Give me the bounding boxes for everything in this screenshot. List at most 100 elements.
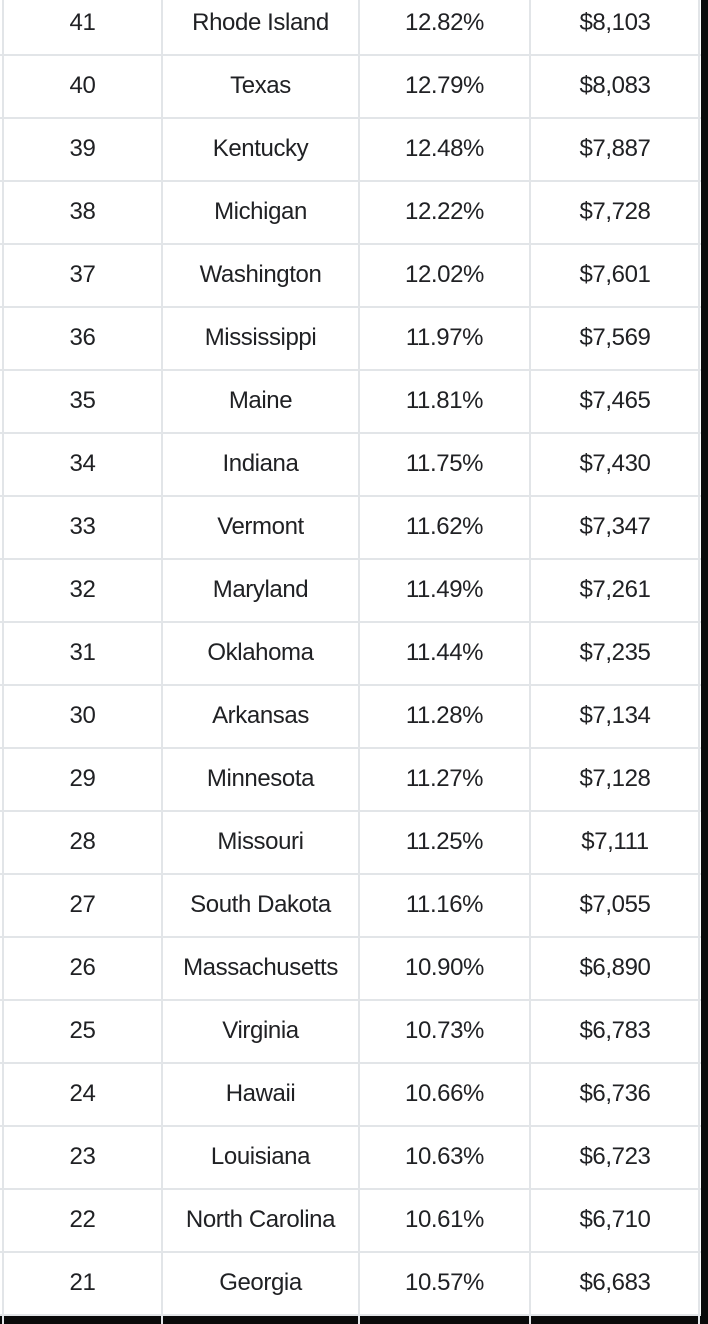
table-row: 36 Mississippi 11.97% $7,569 xyxy=(0,308,708,371)
rank-cell: 27 xyxy=(69,890,96,918)
amount-cell: $6,736 xyxy=(579,1079,651,1107)
percent-cell: 11.49% xyxy=(405,575,484,603)
percent-cell: 10.63% xyxy=(405,1142,484,1170)
state-cell: Rhode Island xyxy=(192,8,329,36)
state-cell: Arkansas xyxy=(212,701,309,729)
amount-cell: $8,083 xyxy=(579,71,651,99)
percent-cell: 11.44% xyxy=(405,638,484,666)
rank-cell: 33 xyxy=(69,512,96,540)
percent-cell: 11.27% xyxy=(405,764,484,792)
percent-cell: 10.90% xyxy=(405,953,484,981)
rank-cell: 29 xyxy=(69,764,96,792)
amount-cell: $7,347 xyxy=(579,512,651,540)
state-cell: Louisiana xyxy=(210,1142,311,1170)
percent-cell: 11.81% xyxy=(405,386,484,414)
percent-cell: 11.97% xyxy=(405,323,484,351)
state-cell: Georgia xyxy=(219,1268,302,1296)
rank-cell: 37 xyxy=(69,260,96,288)
rank-cell: 39 xyxy=(69,134,96,162)
amount-cell: $7,887 xyxy=(579,134,651,162)
state-cell: Mississippi xyxy=(204,323,317,351)
amount-cell: $7,055 xyxy=(579,890,651,918)
percent-cell: 10.57% xyxy=(405,1268,484,1296)
amount-cell: $6,683 xyxy=(579,1268,651,1296)
state-cell: Oklahoma xyxy=(207,638,314,666)
amount-cell: $6,783 xyxy=(579,1016,651,1044)
state-cell: Michigan xyxy=(214,197,307,225)
table-border-left xyxy=(2,0,4,1324)
rank-cell: 30 xyxy=(69,701,96,729)
percent-cell: 11.25% xyxy=(405,827,484,855)
percent-cell: 10.66% xyxy=(405,1079,484,1107)
rank-cell: 23 xyxy=(69,1142,96,1170)
table-row: 22 North Carolina 10.61% $6,710 xyxy=(0,1190,708,1253)
table-row: 32 Maryland 11.49% $7,261 xyxy=(0,560,708,623)
table-row: 38 Michigan 12.22% $7,728 xyxy=(0,182,708,245)
state-cell: Texas xyxy=(230,71,291,99)
table-row: 24 Hawaii 10.66% $6,736 xyxy=(0,1064,708,1127)
amount-cell: $7,261 xyxy=(579,575,651,603)
percent-cell: 10.61% xyxy=(405,1205,484,1233)
screenshot-right-dark-edge xyxy=(701,0,708,1324)
column-divider-state-percent xyxy=(358,0,360,1324)
amount-cell: $7,569 xyxy=(579,323,651,351)
table-row: 35 Maine 11.81% $7,465 xyxy=(0,371,708,434)
rank-cell: 38 xyxy=(69,197,96,225)
amount-cell: $7,128 xyxy=(579,764,651,792)
state-cell: Minnesota xyxy=(206,764,315,792)
rank-cell: 21 xyxy=(69,1268,96,1296)
table-row: 25 Virginia 10.73% $6,783 xyxy=(0,1001,708,1064)
state-cell: Washington xyxy=(199,260,322,288)
percent-cell: 12.02% xyxy=(405,260,484,288)
amount-cell: $8,103 xyxy=(579,8,651,36)
rank-cell: 32 xyxy=(69,575,96,603)
percent-cell: 11.28% xyxy=(405,701,484,729)
percent-cell: 11.16% xyxy=(405,890,484,918)
state-cell: North Carolina xyxy=(185,1205,336,1233)
percent-cell: 11.62% xyxy=(405,512,484,540)
state-cell: Maryland xyxy=(212,575,309,603)
percent-cell: 10.73% xyxy=(405,1016,484,1044)
amount-cell: $6,723 xyxy=(579,1142,651,1170)
table-row: 23 Louisiana 10.63% $6,723 xyxy=(0,1127,708,1190)
rank-cell: 26 xyxy=(69,953,96,981)
table-row: 31 Oklahoma 11.44% $7,235 xyxy=(0,623,708,686)
amount-cell: $7,465 xyxy=(579,386,651,414)
amount-cell: $7,728 xyxy=(579,197,651,225)
table-row: 29 Minnesota 11.27% $7,128 xyxy=(0,749,708,812)
percent-cell: 11.75% xyxy=(405,449,484,477)
table-row: 28 Missouri 11.25% $7,111 xyxy=(0,812,708,875)
state-cell: Vermont xyxy=(217,512,304,540)
amount-cell: $7,430 xyxy=(579,449,651,477)
state-cell: Kentucky xyxy=(212,134,309,162)
state-cell: Missouri xyxy=(217,827,304,855)
rank-cell: 36 xyxy=(69,323,96,351)
percent-cell: 12.82% xyxy=(405,8,484,36)
table-row: 33 Vermont 11.62% $7,347 xyxy=(0,497,708,560)
table-row: 27 South Dakota 11.16% $7,055 xyxy=(0,875,708,938)
table-row: 34 Indiana 11.75% $7,430 xyxy=(0,434,708,497)
percent-cell: 12.79% xyxy=(405,71,484,99)
rank-cell: 31 xyxy=(69,638,96,666)
table-row: 40 Texas 12.79% $8,083 xyxy=(0,56,708,119)
rank-cell: 24 xyxy=(69,1079,96,1107)
rank-cell: 41 xyxy=(69,8,96,36)
state-cell: Maine xyxy=(228,386,293,414)
state-cell: Hawaii xyxy=(225,1079,296,1107)
percent-cell: 12.48% xyxy=(405,134,484,162)
table-border-right xyxy=(698,0,700,1324)
state-cell: Virginia xyxy=(222,1016,299,1044)
percent-cell: 12.22% xyxy=(405,197,484,225)
rank-cell: 22 xyxy=(69,1205,96,1233)
amount-cell: $7,134 xyxy=(579,701,651,729)
state-cell: Massachusetts xyxy=(183,953,338,981)
rank-cell: 28 xyxy=(69,827,96,855)
table-row: 39 Kentucky 12.48% $7,887 xyxy=(0,119,708,182)
column-divider-percent-amount xyxy=(529,0,531,1324)
table-row: 41 Rhode Island 12.82% $8,103 xyxy=(0,0,708,56)
table-row: 30 Arkansas 11.28% $7,134 xyxy=(0,686,708,749)
table-row: 37 Washington 12.02% $7,601 xyxy=(0,245,708,308)
rank-cell: 25 xyxy=(69,1016,96,1044)
amount-cell: $7,111 xyxy=(581,827,649,855)
table-row: 21 Georgia 10.57% $6,683 xyxy=(0,1253,708,1316)
